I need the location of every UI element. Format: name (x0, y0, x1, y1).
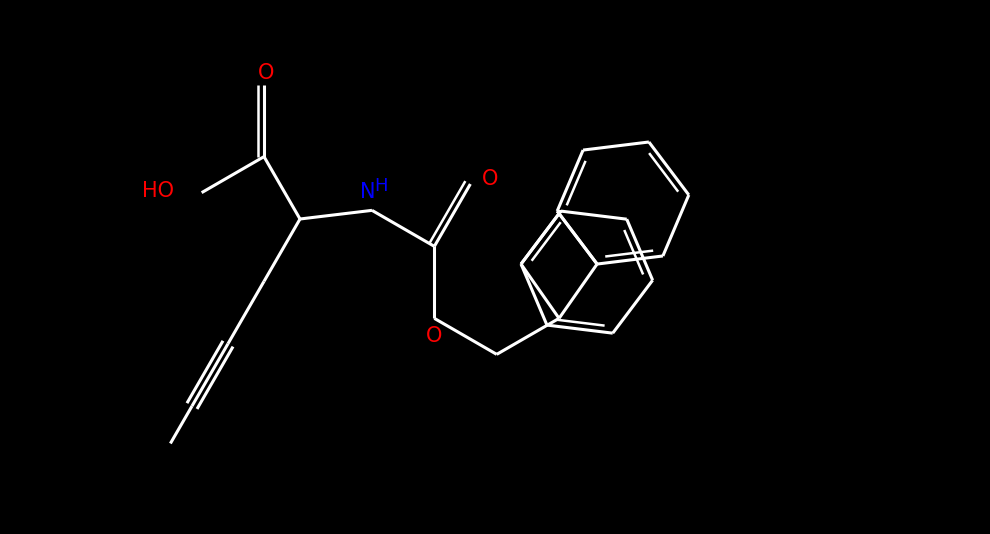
Text: N: N (360, 182, 376, 202)
Text: HO: HO (142, 180, 173, 201)
Text: O: O (257, 62, 274, 83)
Text: O: O (426, 326, 443, 347)
Text: O: O (482, 169, 499, 189)
Text: H: H (374, 177, 387, 195)
